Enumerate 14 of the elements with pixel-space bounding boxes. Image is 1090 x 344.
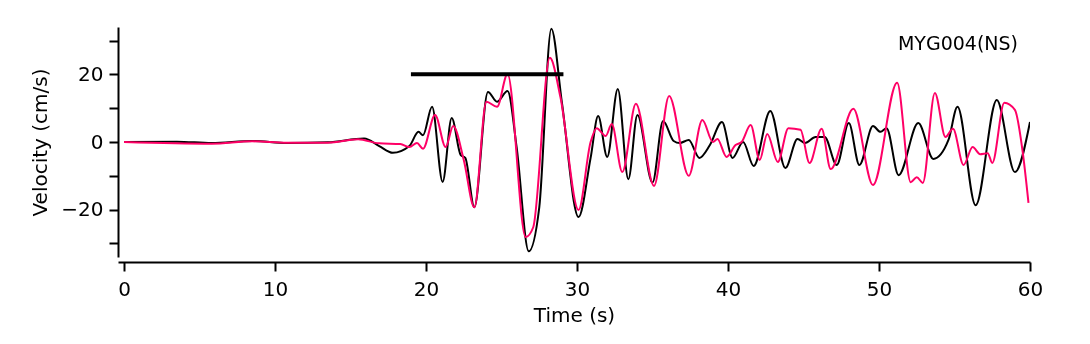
line-series bbox=[123, 56, 1030, 239]
x-tick-label: 60 bbox=[1017, 276, 1044, 301]
x-tick-label: 50 bbox=[866, 276, 893, 301]
annotation: MYG004(NS) bbox=[897, 32, 1018, 54]
y-axis-title: Velocity (cm/s) bbox=[28, 68, 53, 217]
x-tick-label: 0 bbox=[118, 276, 131, 301]
y-tick-label: 20 bbox=[78, 61, 104, 86]
x-tick-label: 20 bbox=[413, 276, 440, 301]
x-tick-label: 40 bbox=[715, 276, 742, 301]
x-axis-title: Time (s) bbox=[532, 302, 616, 327]
x-tick-label: 30 bbox=[564, 276, 591, 301]
x-tick-label: 10 bbox=[262, 276, 289, 301]
y-tick-label: 0 bbox=[90, 129, 104, 154]
y-tick-label: −20 bbox=[61, 197, 104, 222]
